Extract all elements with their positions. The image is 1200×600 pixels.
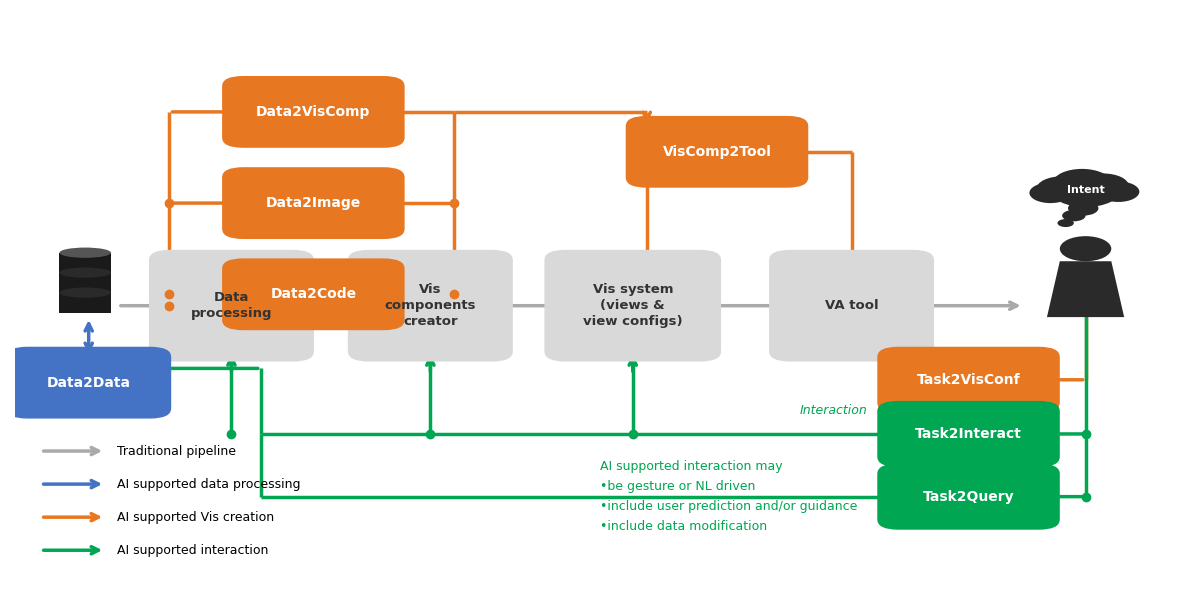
FancyBboxPatch shape [769, 250, 934, 362]
FancyBboxPatch shape [222, 76, 404, 148]
Circle shape [1097, 181, 1139, 202]
Text: Task2Query: Task2Query [923, 490, 1014, 503]
FancyBboxPatch shape [625, 116, 809, 188]
FancyBboxPatch shape [60, 293, 110, 313]
Text: Data2Image: Data2Image [265, 196, 361, 210]
Text: Task2Interact: Task2Interact [916, 427, 1022, 441]
FancyBboxPatch shape [222, 167, 404, 239]
Text: Intent: Intent [1067, 185, 1104, 195]
FancyBboxPatch shape [545, 250, 721, 362]
Text: Data
processing: Data processing [191, 291, 272, 320]
Circle shape [1050, 173, 1121, 207]
Circle shape [1062, 210, 1086, 221]
Text: Traditional pipeline: Traditional pipeline [116, 445, 235, 458]
FancyBboxPatch shape [877, 401, 1060, 467]
FancyBboxPatch shape [60, 272, 110, 293]
Circle shape [1037, 176, 1088, 202]
Text: Vis
components
creator: Vis components creator [384, 283, 476, 328]
Ellipse shape [60, 248, 110, 258]
Circle shape [1057, 219, 1074, 227]
FancyBboxPatch shape [6, 347, 172, 419]
Text: Interaction: Interaction [800, 404, 868, 417]
FancyBboxPatch shape [222, 259, 404, 330]
Text: Data2VisComp: Data2VisComp [256, 105, 371, 119]
Text: AI supported interaction: AI supported interaction [116, 544, 268, 557]
Circle shape [1052, 169, 1111, 197]
FancyBboxPatch shape [877, 464, 1060, 530]
Text: AI supported interaction may
•be gesture or NL driven
•include user prediction a: AI supported interaction may •be gesture… [600, 460, 857, 533]
Text: VisComp2Tool: VisComp2Tool [662, 145, 772, 159]
Circle shape [1068, 201, 1098, 215]
Text: AI supported Vis creation: AI supported Vis creation [116, 511, 274, 524]
Text: AI supported data processing: AI supported data processing [116, 478, 300, 491]
FancyBboxPatch shape [149, 250, 314, 362]
Ellipse shape [60, 288, 110, 298]
Circle shape [1078, 173, 1129, 199]
Circle shape [1060, 236, 1111, 261]
Text: Task2VisConf: Task2VisConf [917, 373, 1020, 387]
Polygon shape [1046, 261, 1124, 317]
FancyBboxPatch shape [348, 250, 512, 362]
Circle shape [1030, 182, 1072, 203]
Text: Data2Data: Data2Data [47, 376, 131, 389]
FancyBboxPatch shape [60, 253, 110, 273]
Text: VA tool: VA tool [824, 299, 878, 312]
Ellipse shape [60, 268, 110, 278]
Text: Data2Code: Data2Code [270, 287, 356, 301]
FancyBboxPatch shape [877, 347, 1060, 413]
Text: Vis system
(views &
view configs): Vis system (views & view configs) [583, 283, 683, 328]
Ellipse shape [60, 268, 110, 278]
Ellipse shape [60, 287, 110, 298]
